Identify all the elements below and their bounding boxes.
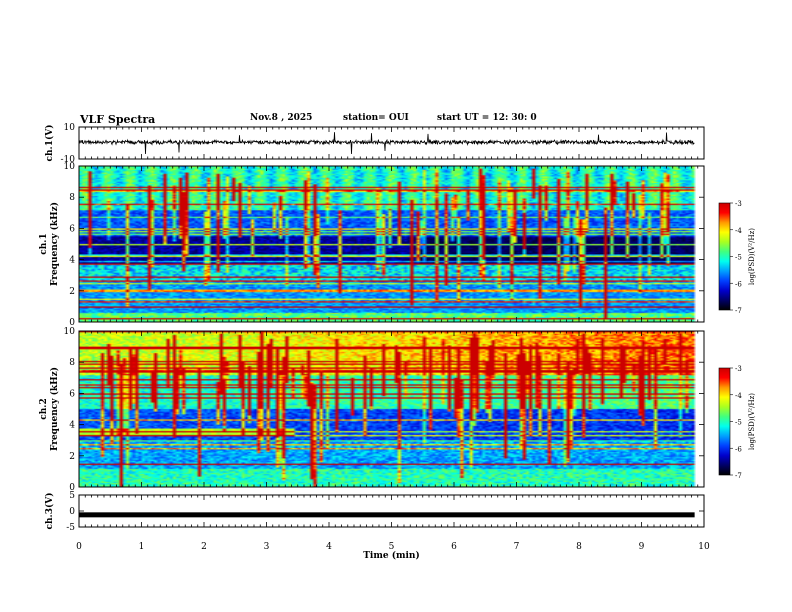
ch1-spectrogram-ytick-label: 0 bbox=[69, 318, 75, 328]
x-tick-label: 0 bbox=[76, 542, 82, 552]
x-tick-label: 7 bbox=[514, 542, 520, 552]
x-tick-label: 9 bbox=[639, 542, 645, 552]
x-tick-label: 1 bbox=[139, 542, 145, 552]
ch2-spectrogram-ytick-label: 6 bbox=[69, 389, 75, 399]
ch1-spectrogram-ytick-label: 4 bbox=[69, 256, 75, 266]
ch1-spectrogram-ytick-label: 6 bbox=[69, 224, 75, 234]
ch2-spectrogram-colorbar-tick-label: -7 bbox=[735, 472, 742, 480]
ch2-spectrogram-ytick-label: 4 bbox=[69, 421, 75, 431]
ch2-spectrogram-colorbar-tick-label: -6 bbox=[735, 445, 742, 453]
ch1-spectrogram-colorbar-tick-label: -5 bbox=[735, 254, 742, 262]
x-axis-label: Time (min) bbox=[363, 550, 420, 561]
ch3-waveform-trace bbox=[79, 512, 695, 518]
ch3-waveform-ytick-label: 0 bbox=[69, 507, 75, 517]
x-tick-label: 6 bbox=[451, 542, 457, 552]
date-label: Nov.8 , 2025 bbox=[250, 113, 313, 123]
ch1-spectrogram-ytick-label: 2 bbox=[69, 287, 75, 297]
ch1-spectrogram-colorbar-tick-label: -7 bbox=[735, 307, 742, 315]
x-tick-label: 5 bbox=[389, 542, 395, 552]
ch1-spectrogram-ylabel-channel: ch.1 bbox=[39, 233, 49, 254]
ch1-spectrogram-ytick-label: 10 bbox=[64, 162, 76, 172]
ch1-spectrogram-colorbar-tick-label: -3 bbox=[735, 200, 742, 208]
x-tick-label: 4 bbox=[326, 542, 332, 552]
x-tick-label: 8 bbox=[576, 542, 582, 552]
start-time-label: start UT = 12: 30: 0 bbox=[437, 113, 537, 123]
ch2-spectrogram-colorbar bbox=[718, 367, 731, 476]
x-tick-label: 2 bbox=[201, 542, 207, 552]
ch1-spectrogram-ytick-label: 8 bbox=[69, 193, 75, 203]
ch1-spectrogram-image bbox=[79, 166, 704, 322]
ch2-spectrogram-ytick-label: 2 bbox=[69, 452, 75, 462]
ch2-spectrogram-colorbar-label: log(PSD)(V²/Hz) bbox=[748, 393, 756, 450]
ch1-spectrogram-ylabel-frequency: Frequency (kHz) bbox=[49, 202, 60, 286]
ch2-spectrogram-colorbar-tick-label: -3 bbox=[735, 365, 742, 373]
ch1-spectrogram-colorbar-tick-label: -6 bbox=[735, 280, 742, 288]
x-tick-label: 3 bbox=[264, 542, 270, 552]
ch2-spectrogram-x-ticks bbox=[78, 331, 705, 487]
ch1-waveform-trace bbox=[78, 132, 695, 155]
ch1-waveform-ytick-label: -10 bbox=[61, 155, 76, 165]
station-label: station= OUI bbox=[343, 113, 409, 123]
ch2-spectrogram-colorbar-tick-label: -5 bbox=[735, 419, 742, 427]
ch2-spectrogram-ylabel-frequency: Frequency (kHz) bbox=[49, 367, 60, 451]
ch1-spectrogram-x-ticks bbox=[78, 166, 705, 322]
figure-title: VLF Spectra bbox=[80, 113, 156, 126]
ch2-spectrogram-ytick-label: 0 bbox=[69, 483, 75, 493]
ch2-spectrogram-colorbar-tick-label: -4 bbox=[735, 392, 742, 400]
ch2-spectrogram-ytick-label: 10 bbox=[64, 327, 76, 337]
ch3-waveform-ytick-label: -5 bbox=[66, 523, 75, 533]
ch3-waveform-ytick-label: 5 bbox=[69, 491, 75, 501]
ch2-spectrogram-ylabel-channel: ch.2 bbox=[39, 398, 49, 419]
ch1-waveform-x-ticks bbox=[78, 127, 705, 159]
ch1-spectrogram-colorbar-label: log(PSD)(V²/Hz) bbox=[748, 228, 756, 285]
ch2-spectrogram-image bbox=[79, 331, 704, 487]
ch1-spectrogram-colorbar-tick-label: -4 bbox=[735, 227, 742, 235]
ch3-waveform-x-ticks bbox=[78, 495, 705, 527]
ch2-spectrogram-ytick-label: 8 bbox=[69, 358, 75, 368]
ch1-waveform-ylabel: ch.1(V) bbox=[44, 125, 55, 162]
ch1-waveform-ytick-label: 10 bbox=[64, 123, 76, 133]
x-tick-label: 10 bbox=[698, 542, 710, 552]
ch1-spectrogram-colorbar bbox=[718, 202, 731, 311]
ch3-waveform-ylabel: ch.3(V) bbox=[44, 493, 55, 530]
